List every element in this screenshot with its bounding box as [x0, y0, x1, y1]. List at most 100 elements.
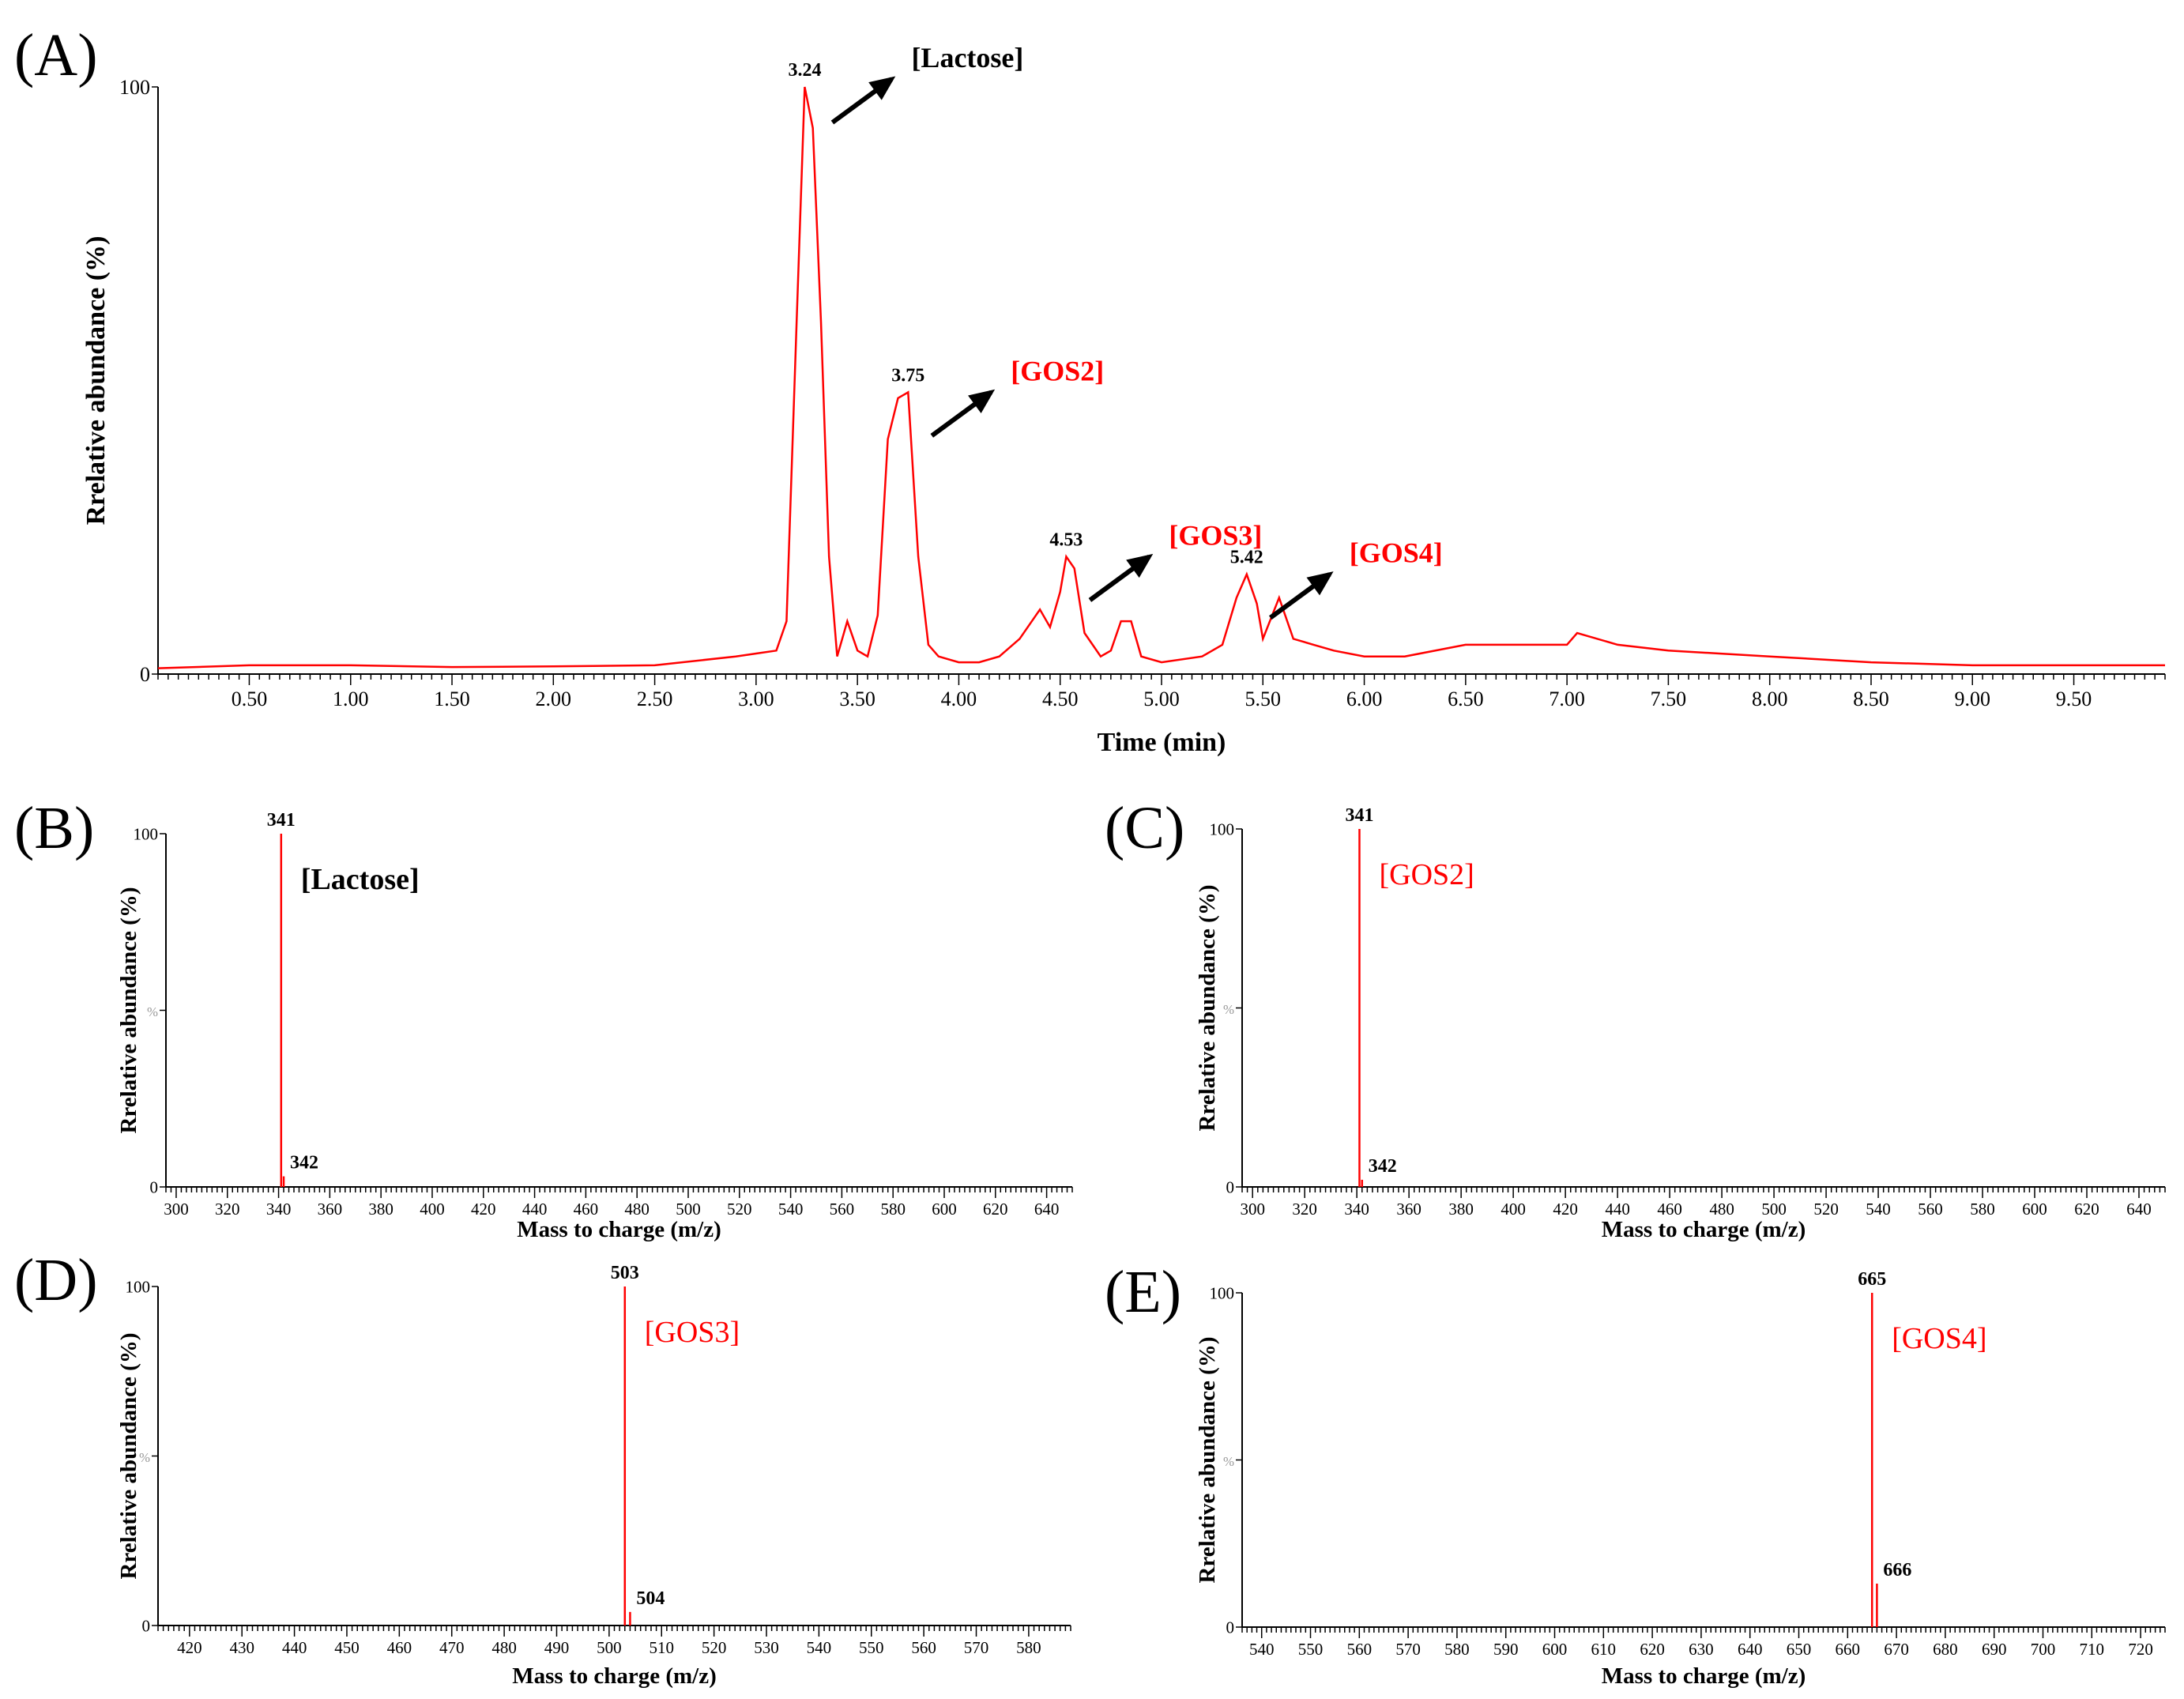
- x-tick-label: 580: [1970, 1200, 1995, 1219]
- panel-letter: (C): [1105, 795, 1184, 861]
- x-tick-label: 7.00: [1549, 688, 1585, 710]
- x-tick-label: 640: [1034, 1200, 1060, 1219]
- panel-letter: (E): [1105, 1259, 1181, 1325]
- x-tick-label: 600: [1542, 1640, 1568, 1659]
- x-tick-label: 720: [2128, 1640, 2153, 1659]
- peak-label: 3.24: [788, 60, 821, 81]
- bar-label: 503: [611, 1263, 639, 1283]
- x-tick-label: 480: [624, 1200, 650, 1219]
- x-axis-label: Time (min): [1098, 728, 1226, 757]
- arrow-head: [968, 389, 996, 414]
- x-tick-label: 440: [522, 1200, 548, 1219]
- x-tick-label: 540: [807, 1638, 832, 1657]
- x-tick-label: 3.00: [738, 688, 774, 710]
- bar-label: 342: [1369, 1156, 1397, 1177]
- peak-label: 4.53: [1049, 529, 1083, 550]
- x-tick-label: 360: [1396, 1200, 1421, 1219]
- x-tick-label: 6.50: [1448, 688, 1484, 710]
- x-axis-label: Mass to charge (m/z): [1602, 1217, 1806, 1242]
- peak-tag: [Lactose]: [911, 42, 1023, 73]
- x-tick-label: 690: [1982, 1640, 2007, 1659]
- bar-label: 666: [1883, 1560, 1911, 1580]
- bar-label: 504: [636, 1588, 665, 1609]
- arrow-head: [868, 76, 896, 100]
- x-tick-label: 560: [830, 1200, 855, 1219]
- x-tick-label: 550: [1298, 1640, 1324, 1659]
- chart-panel-b: (B) 300 320 340 360 380 400 420 440 460 480 500 520 5…: [14, 795, 1073, 1242]
- x-tick-label: 430: [229, 1638, 254, 1657]
- x-tick-label: 360: [318, 1200, 343, 1219]
- x-tick-label: 420: [471, 1200, 496, 1219]
- x-tick-label: 540: [1866, 1200, 1891, 1219]
- x-tick-label: 700: [2031, 1640, 2056, 1659]
- x-tick-label: 320: [1292, 1200, 1317, 1219]
- x-tick-label: 560: [911, 1638, 936, 1657]
- x-tick-label: 630: [1689, 1640, 1714, 1659]
- x-tick-label: 340: [1344, 1200, 1369, 1219]
- x-tick-label: 480: [1709, 1200, 1734, 1219]
- compound-tag: [GOS2]: [1379, 858, 1474, 891]
- bar-label: 342: [290, 1153, 318, 1173]
- x-tick-label: 440: [282, 1638, 307, 1657]
- x-tick-label: 380: [1448, 1200, 1474, 1219]
- x-tick-label: 300: [1240, 1200, 1265, 1219]
- x-tick-label: 610: [1591, 1640, 1617, 1659]
- x-tick-label: 9.00: [1955, 688, 1991, 710]
- peak-tag: [GOS4]: [1350, 537, 1443, 569]
- x-tick-label: 490: [544, 1638, 570, 1657]
- chromatogram-trace: [157, 86, 2165, 669]
- x-tick-label: 590: [1493, 1640, 1519, 1659]
- x-tick-label: 530: [754, 1638, 779, 1657]
- x-tick-label: 710: [2080, 1640, 2105, 1659]
- x-tick-label: 540: [1249, 1640, 1275, 1659]
- peak-label: 5.42: [1230, 548, 1263, 568]
- x-tick-label: 420: [177, 1638, 202, 1657]
- x-tick-label: 340: [266, 1200, 292, 1219]
- peak-tag: [GOS3]: [1169, 519, 1262, 551]
- panel-letter: (A): [14, 22, 98, 89]
- x-axis-label: Mass to charge (m/z): [517, 1217, 721, 1242]
- x-tick-label: 2.00: [536, 688, 572, 710]
- x-tick-label: 520: [727, 1200, 752, 1219]
- y-tick-label: 100: [1210, 1283, 1235, 1302]
- y-tick-label: %: [147, 1004, 158, 1019]
- y-axis-label: Rrelative abundance (%): [116, 887, 141, 1133]
- x-tick-label: 460: [387, 1638, 412, 1657]
- x-tick-label: 470: [439, 1638, 465, 1657]
- x-tick-label: 680: [1933, 1640, 1958, 1659]
- x-tick-label: 520: [702, 1638, 727, 1657]
- y-tick-label: 0: [150, 1177, 159, 1196]
- x-tick-label: 620: [983, 1200, 1008, 1219]
- x-tick-label: 1.00: [333, 688, 369, 710]
- x-tick-label: 1.50: [434, 688, 470, 710]
- x-tick-label: 400: [1501, 1200, 1526, 1219]
- x-axis-label: Mass to charge (m/z): [1602, 1663, 1806, 1689]
- x-tick-label: 550: [859, 1638, 884, 1657]
- x-axis-label: Mass to charge (m/z): [512, 1663, 717, 1689]
- y-axis-label: Rrelative abundance (%): [81, 236, 111, 526]
- x-tick-label: 420: [1553, 1200, 1578, 1219]
- x-tick-label: 650: [1787, 1640, 1812, 1659]
- arrow-head: [1306, 571, 1334, 596]
- compound-tag: [Lactose]: [301, 863, 420, 896]
- peak-tag: [GOS2]: [1011, 355, 1104, 386]
- x-tick-label: 640: [1738, 1640, 1763, 1659]
- x-tick-label: 300: [164, 1200, 189, 1219]
- x-tick-label: 670: [1884, 1640, 1909, 1659]
- y-axis-label: Rrelative abundance (%): [116, 1332, 141, 1579]
- y-tick-label: 0: [140, 663, 150, 686]
- x-tick-label: 540: [778, 1200, 804, 1219]
- y-tick-label: 0: [1226, 1177, 1235, 1196]
- y-axis-label: Rrelative abundance (%): [1195, 1336, 1220, 1583]
- x-tick-label: 6.00: [1346, 688, 1383, 710]
- x-tick-label: 3.50: [839, 688, 875, 710]
- x-tick-label: 640: [2126, 1200, 2152, 1219]
- x-tick-label: 620: [2074, 1200, 2099, 1219]
- x-tick-label: 8.00: [1752, 688, 1788, 710]
- x-tick-label: 9.50: [2056, 688, 2092, 710]
- x-tick-label: 380: [368, 1200, 393, 1219]
- y-tick-label: 100: [126, 1277, 151, 1296]
- x-tick-label: 580: [880, 1200, 906, 1219]
- x-tick-label: 480: [491, 1638, 517, 1657]
